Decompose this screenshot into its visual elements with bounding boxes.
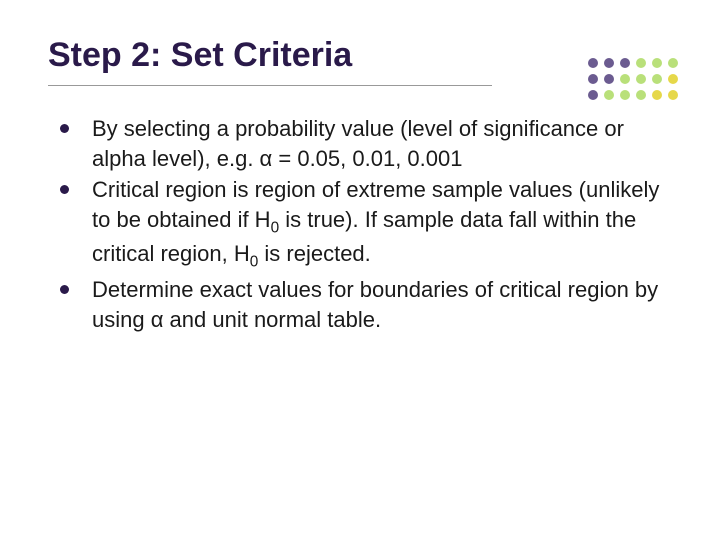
- title-row: Step 2: Set Criteria: [48, 36, 672, 86]
- corner-dots-decor: [588, 58, 694, 116]
- bullet-item: Determine exact values for boundaries of…: [56, 275, 672, 334]
- bullet-item: Critical region is region of extreme sam…: [56, 175, 672, 273]
- slide: Step 2: Set Criteria By selecting a prob…: [0, 0, 720, 540]
- bullet-list: By selecting a probability value (level …: [56, 114, 672, 335]
- bullet-item: By selecting a probability value (level …: [56, 114, 672, 173]
- slide-title: Step 2: Set Criteria: [48, 36, 492, 86]
- content-area: By selecting a probability value (level …: [48, 114, 672, 335]
